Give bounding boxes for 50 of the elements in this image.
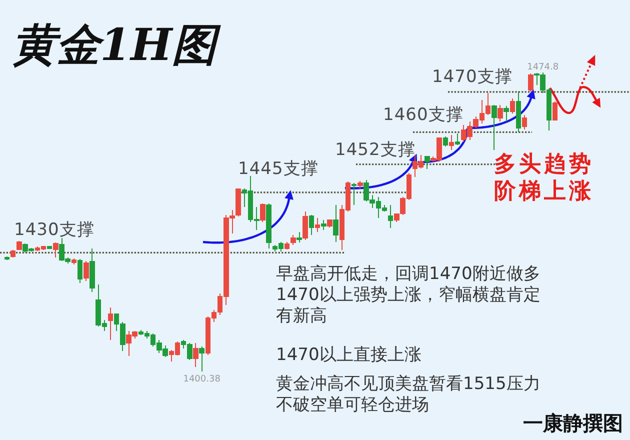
candlestick [522, 114, 528, 130]
candlestick [358, 180, 363, 189]
candlestick [90, 248, 95, 293]
candlestick [442, 136, 448, 148]
chart-title: 黄金1H图 [12, 20, 222, 71]
candlestick [83, 260, 89, 282]
candlestick [351, 182, 357, 206]
candlestick [302, 211, 308, 240]
candlestick [333, 204, 338, 242]
annotation: 1474.8 [527, 62, 559, 73]
candlestick [296, 231, 302, 244]
candlestick [16, 240, 22, 250]
annotation: 早盘高开低走，回调1470附近做多1470以上强势上涨，窄幅横盘肯定有新高 [276, 264, 540, 326]
candlestick [388, 204, 394, 229]
ref-line-label: 1452支撑 [335, 140, 416, 160]
candlestick [424, 156, 430, 170]
candlestick [552, 101, 558, 122]
candlestick [71, 258, 77, 265]
candlestick [504, 106, 509, 122]
candlestick [327, 218, 332, 228]
candlestick [53, 242, 58, 258]
candlestick [320, 220, 326, 231]
candlestick [4, 256, 10, 260]
candlestick [266, 202, 272, 249]
candlestick [454, 132, 460, 146]
candlestick [528, 73, 534, 92]
candlestick [284, 241, 290, 250]
ref-line-label: 1460支撑 [383, 105, 464, 125]
candlestick [193, 342, 198, 368]
candlestick [199, 346, 204, 372]
candlestick [516, 91, 522, 132]
candlestick [108, 306, 114, 340]
annotation: 多头趋势阶梯上涨 [494, 152, 594, 204]
ref-line-label: 1445支撑 [238, 159, 318, 179]
candlestick [314, 218, 320, 232]
candlestick [492, 104, 497, 150]
candlestick [46, 245, 52, 250]
candlestick [498, 104, 503, 122]
ref-line-label: 1470支撑 [432, 67, 512, 87]
candlestick [77, 258, 83, 284]
candlestick [448, 134, 454, 150]
ref-line-label: 1430支撑 [14, 220, 94, 240]
candlestick [510, 98, 516, 114]
candlestick [290, 234, 296, 246]
candlestick [260, 202, 266, 222]
annotation: 1400.38 [183, 374, 221, 385]
candlestick [236, 188, 242, 218]
candlestick [308, 214, 314, 236]
candlestick [10, 249, 16, 258]
annotation: 1470以上直接上涨 [276, 345, 422, 365]
